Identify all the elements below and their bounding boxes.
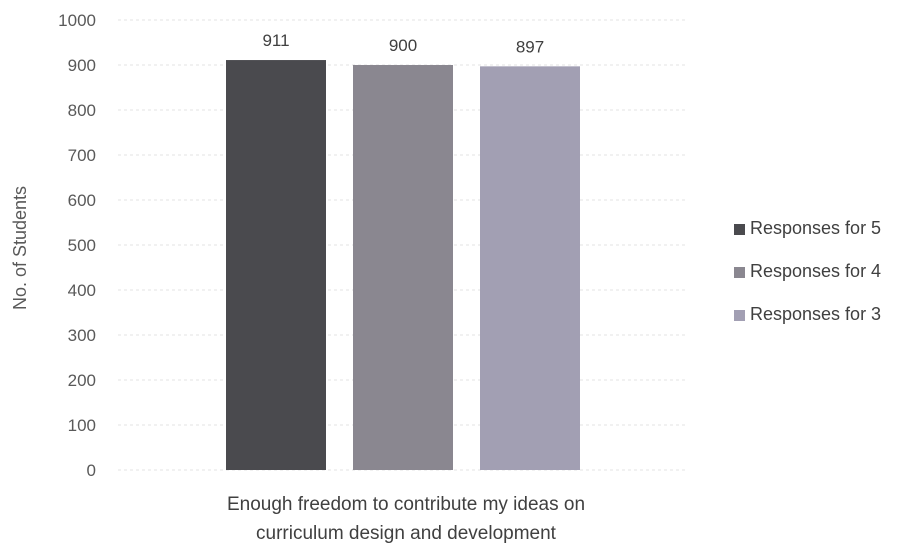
data-label-series-2: 900 [389, 36, 417, 55]
y-axis-title: No. of Students [10, 186, 30, 310]
data-labels: 911 900 897 [262, 31, 544, 56]
y-axis-ticks: 0 100 200 300 400 500 600 700 800 900 1000 [58, 11, 96, 480]
y-tick-label-800: 800 [68, 101, 96, 120]
category-label-line-2: curriculum design and development [256, 523, 557, 544]
bar-series-3 [480, 66, 580, 470]
legend-label-1: Responses for 5 [750, 218, 881, 238]
legend-swatch-1 [734, 224, 745, 235]
category-label-line-1: Enough freedom to contribute my ideas on [227, 494, 585, 515]
y-tick-label-100: 100 [68, 416, 96, 435]
bar-series-2 [353, 65, 453, 470]
data-label-series-3: 897 [516, 37, 544, 56]
y-tick-label-600: 600 [68, 191, 96, 210]
data-label-series-1: 911 [262, 31, 289, 50]
bars [226, 60, 580, 471]
legend: Responses for 5 Responses for 4 Responses … [734, 218, 881, 324]
legend-swatch-2 [734, 267, 745, 278]
legend-swatch-3 [734, 310, 745, 321]
y-tick-label-400: 400 [68, 281, 96, 300]
y-tick-label-900: 900 [68, 56, 96, 75]
bar-series-1 [226, 60, 326, 471]
y-tick-label-200: 200 [68, 371, 96, 390]
y-tick-label-700: 700 [68, 146, 96, 165]
y-tick-label-1000: 1000 [58, 11, 96, 30]
y-tick-label-500: 500 [68, 236, 96, 255]
legend-label-3: Responses for 3 [750, 304, 881, 324]
y-tick-label-300: 300 [68, 326, 96, 345]
legend-label-2: Responses for 4 [750, 261, 881, 281]
y-tick-label-0: 0 [87, 461, 96, 480]
